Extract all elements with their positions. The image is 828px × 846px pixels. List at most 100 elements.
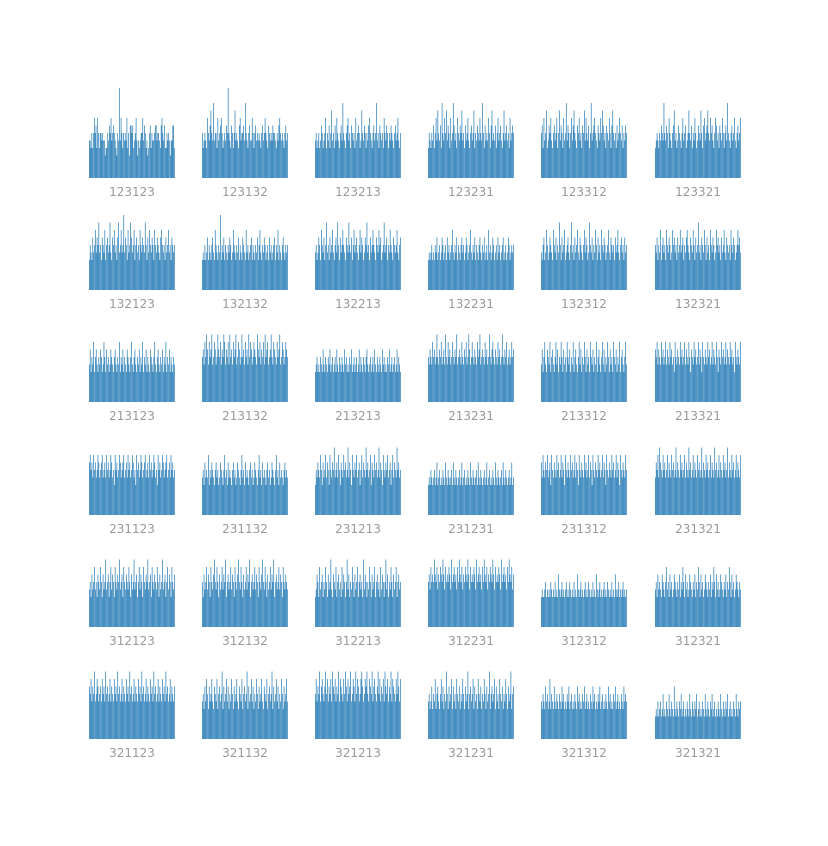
bar <box>676 364 678 402</box>
bar <box>503 567 505 627</box>
bar <box>335 237 337 290</box>
bar <box>202 133 203 178</box>
bar <box>483 364 485 402</box>
bar <box>256 574 257 627</box>
bar <box>376 701 377 739</box>
bar <box>203 140 205 178</box>
bar <box>323 477 325 515</box>
bar <box>606 252 608 290</box>
bar <box>559 589 560 627</box>
bar <box>277 470 279 515</box>
bar <box>450 694 452 739</box>
bar <box>173 477 174 515</box>
bar <box>215 245 217 290</box>
bar <box>569 477 571 515</box>
bar <box>219 133 220 178</box>
bar <box>161 118 163 178</box>
bar <box>724 716 726 739</box>
bar <box>144 364 146 402</box>
bar <box>147 686 149 739</box>
bar <box>586 245 588 290</box>
bar <box>491 349 493 402</box>
bar <box>89 589 90 627</box>
bar <box>364 679 366 739</box>
bar <box>431 364 433 402</box>
bar <box>691 597 693 627</box>
bar <box>256 364 257 402</box>
bar <box>672 133 673 178</box>
bar <box>323 237 325 290</box>
bar <box>667 716 669 739</box>
bar <box>610 709 612 739</box>
bar <box>269 582 270 627</box>
bar <box>220 342 221 402</box>
bar <box>691 477 692 515</box>
bar <box>609 589 611 627</box>
bar <box>245 342 246 402</box>
bar <box>386 694 388 739</box>
bar <box>237 252 238 290</box>
bar <box>153 671 155 739</box>
bar <box>98 222 100 290</box>
bar <box>626 589 627 627</box>
bar <box>590 357 592 402</box>
panel-321312: 321312 <box>541 679 627 760</box>
bar <box>233 477 235 515</box>
bar <box>204 686 206 739</box>
bar <box>717 470 719 515</box>
bar <box>441 237 443 290</box>
bar <box>93 133 94 178</box>
bar <box>716 589 718 627</box>
bar <box>547 357 549 402</box>
bar <box>506 260 507 290</box>
bar <box>489 252 490 290</box>
bar <box>227 88 229 178</box>
bar <box>431 245 433 290</box>
bar <box>259 701 261 739</box>
bar <box>254 349 256 402</box>
bar <box>624 237 626 290</box>
bar <box>334 125 336 178</box>
bar <box>374 679 376 739</box>
bar <box>463 694 464 739</box>
bar <box>157 349 159 402</box>
bar <box>580 701 582 739</box>
bar <box>710 245 712 290</box>
bar <box>167 567 168 627</box>
bar <box>384 372 386 402</box>
bar <box>229 694 231 739</box>
bar <box>268 125 269 178</box>
bar <box>358 701 360 739</box>
bar <box>667 245 668 290</box>
bar <box>673 477 675 515</box>
bar <box>547 477 549 515</box>
bar <box>281 694 283 739</box>
bar <box>730 133 732 178</box>
bar <box>665 477 667 515</box>
bar <box>371 462 373 515</box>
bar <box>388 477 389 515</box>
bar <box>737 716 739 739</box>
bar <box>579 364 581 402</box>
bar <box>559 694 560 739</box>
bar <box>739 709 740 739</box>
bar <box>620 455 621 515</box>
bar <box>466 582 468 627</box>
bar <box>547 597 549 627</box>
bar <box>581 597 583 627</box>
bar <box>203 574 205 627</box>
bar <box>572 701 574 739</box>
bar <box>497 237 499 290</box>
bar <box>613 133 614 178</box>
bar <box>105 477 107 515</box>
bar <box>610 597 612 627</box>
bar <box>347 447 349 515</box>
bar <box>505 245 507 290</box>
bar <box>168 364 169 402</box>
bar <box>582 470 583 515</box>
bar <box>268 589 269 627</box>
bar <box>575 252 577 290</box>
bar <box>498 477 500 515</box>
bar <box>621 589 623 627</box>
bar <box>112 133 114 178</box>
